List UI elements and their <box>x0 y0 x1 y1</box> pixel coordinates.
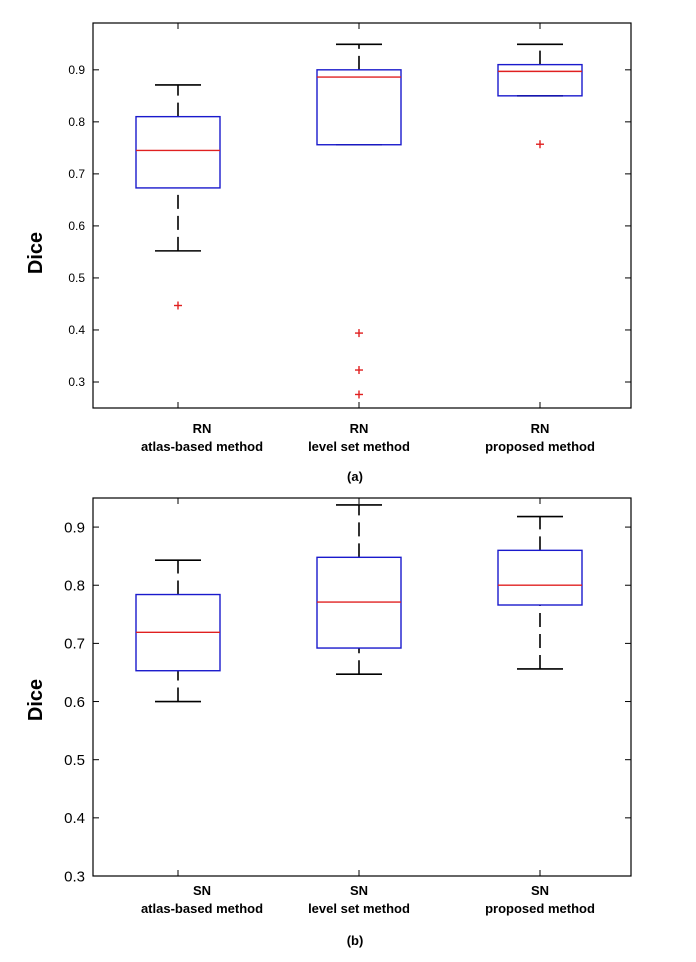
ytick-label: 0.6 <box>68 219 85 233</box>
ytick-label: 0.5 <box>68 271 85 285</box>
ytick-label: 0.6 <box>64 694 85 711</box>
ytick-label: 0.7 <box>64 636 85 653</box>
boxplot-group <box>497 43 583 149</box>
ytick-label: 0.4 <box>68 323 85 337</box>
panel-b-ylabel: Dice <box>25 679 47 721</box>
boxplot-group <box>135 559 221 703</box>
panel-a-xlabel-2-line1: RN <box>350 421 369 436</box>
panel-b-caption: (b) <box>347 933 364 948</box>
panel-a-xlabel-1-line2: atlas-based method <box>141 439 263 454</box>
panel-b-xlabel-2-line2: level set method <box>308 901 410 916</box>
panel-b-boxes <box>135 504 583 703</box>
panel-a: Dice 0.3 0.4 0.5 0.6 0.7 0.8 0.9 RN atlas-base… <box>25 22 632 484</box>
boxplot-group <box>316 43 402 399</box>
panel-a-yticks: 0.3 0.4 0.5 0.6 0.7 0.8 0.9 <box>68 23 631 408</box>
panel-b-xlabel-1-line1: SN <box>193 883 211 898</box>
iqr-box <box>135 115 221 189</box>
panel-a-xlabel-3-line2: proposed method <box>485 439 595 454</box>
ytick-label: 0.3 <box>68 375 85 389</box>
panel-a-caption: (a) <box>347 469 363 484</box>
ytick-label: 0.4 <box>64 810 85 827</box>
ytick-label: 0.8 <box>64 577 85 594</box>
panel-a-boxes <box>135 43 583 399</box>
iqr-box <box>497 63 583 97</box>
ytick-label: 0.8 <box>68 115 85 129</box>
panel-b-yticks: 0.3 0.4 0.5 0.6 0.7 0.8 0.9 <box>64 498 631 885</box>
panel-a-axes-frame <box>92 22 632 409</box>
panel-b-xlabel-1-line2: atlas-based method <box>141 901 263 916</box>
ytick-label: 0.7 <box>68 167 85 181</box>
panel-a-xlabel-3-line1: RN <box>531 421 550 436</box>
ytick-label: 0.9 <box>64 519 85 536</box>
ytick-label: 0.5 <box>64 752 85 769</box>
boxplot-group <box>135 84 221 310</box>
panel-a-ylabel: Dice <box>25 232 47 274</box>
panel-b-xlabel-2-line1: SN <box>350 883 368 898</box>
panel-b: Dice 0.3 0.4 0.5 0.6 0.7 0.8 0.9 SN atlas-base… <box>25 497 632 948</box>
iqr-box <box>316 69 402 146</box>
panel-a-xlabel-2-line2: level set method <box>308 439 410 454</box>
iqr-box <box>497 549 583 606</box>
boxplot-group <box>497 515 583 670</box>
ytick-label: 0.3 <box>64 868 85 885</box>
panel-b-axes-frame <box>92 497 632 877</box>
panel-b-xlabel-3-line2: proposed method <box>485 901 595 916</box>
panel-b-xlabel-3-line1: SN <box>531 883 549 898</box>
boxplot-group <box>316 504 402 676</box>
panel-a-xlabel-1-line1: RN <box>193 421 212 436</box>
ytick-label: 0.9 <box>68 63 85 77</box>
